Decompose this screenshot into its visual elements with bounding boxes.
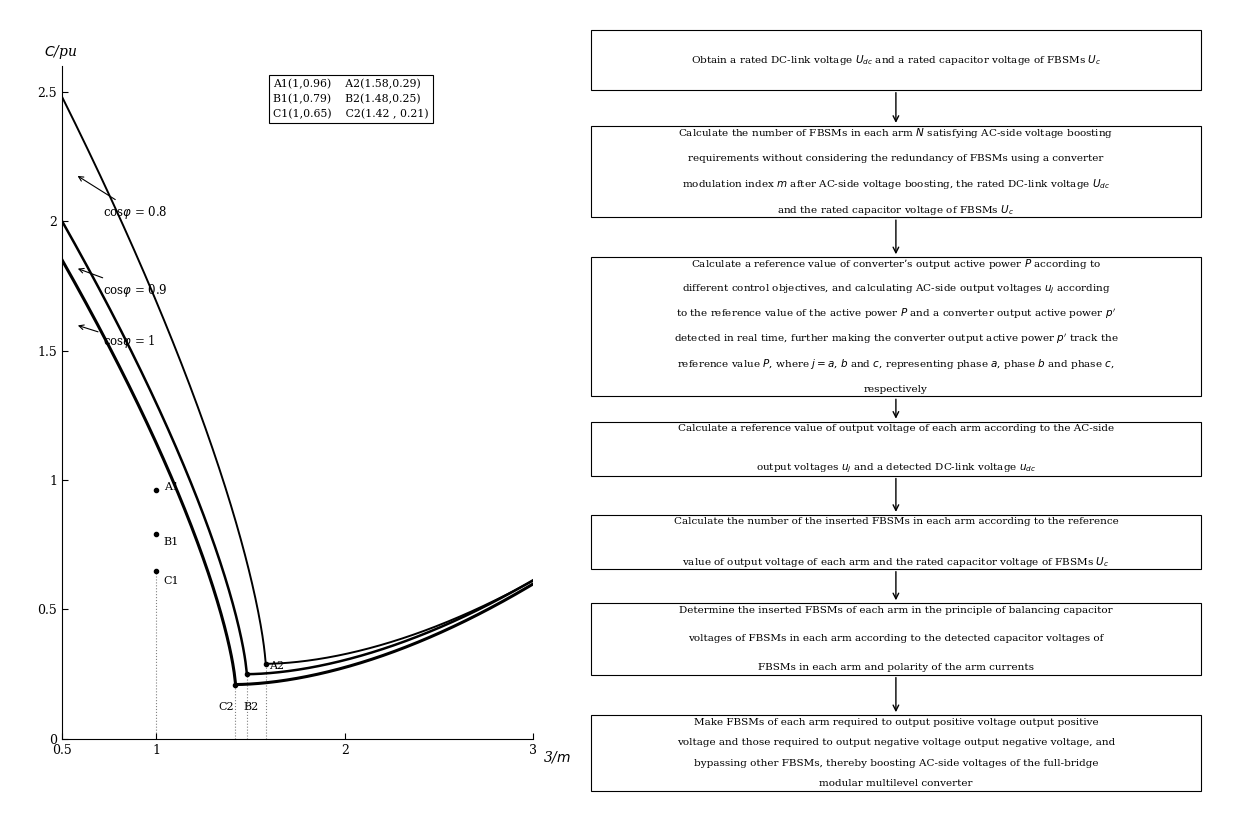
Text: A1(1,0.96)    A2(1.58,0.29)
B1(1,0.79)    B2(1.48,0.25)
C1(1,0.65)    C2(1.42 , : A1(1,0.96) A2(1.58,0.29) B1(1,0.79) B2(1…	[273, 79, 429, 120]
Text: bypassing other FBSMs, thereby boosting AC-side voltages of the full-bridge: bypassing other FBSMs, thereby boosting …	[693, 759, 1099, 768]
Text: FBSMs in each arm and polarity of the arm currents: FBSMs in each arm and polarity of the ar…	[758, 663, 1034, 672]
Text: B1: B1	[164, 537, 179, 547]
FancyBboxPatch shape	[590, 603, 1202, 675]
Text: A2: A2	[269, 661, 284, 671]
Text: detected in real time, further making the converter output active power $p'$ tra: detected in real time, further making th…	[673, 332, 1118, 346]
Text: different control objectives, and calculating AC-side output voltages $u_j$ acco: different control objectives, and calcul…	[682, 282, 1110, 296]
Text: Calculate the number of the inserted FBSMs in each arm according to the referenc: Calculate the number of the inserted FBS…	[673, 517, 1118, 526]
FancyBboxPatch shape	[590, 257, 1202, 397]
Text: Obtain a rated DC-link voltage $U_{dc}$ and a rated capacitor voltage of FBSMs $: Obtain a rated DC-link voltage $U_{dc}$ …	[691, 53, 1101, 67]
Text: 3/$m$: 3/$m$	[543, 750, 570, 765]
Text: Make FBSMs of each arm required to output positive voltage output positive: Make FBSMs of each arm required to outpu…	[693, 718, 1099, 727]
Text: to the reference value of the active power $P$ and a converter output active pow: to the reference value of the active pow…	[676, 307, 1116, 322]
Text: modular multilevel converter: modular multilevel converter	[820, 779, 972, 788]
FancyBboxPatch shape	[590, 515, 1202, 569]
Text: Calculate the number of FBSMs in each arm $N$ satisfying AC-side voltage boostin: Calculate the number of FBSMs in each ar…	[678, 126, 1114, 140]
Text: Determine the inserted FBSMs of each arm in the principle of balancing capacitor: Determine the inserted FBSMs of each arm…	[680, 606, 1112, 615]
Text: cos$\varphi$ = 1: cos$\varphi$ = 1	[79, 325, 156, 351]
Text: output voltages $u_j$ and a detected DC-link voltage $u_{dc}$: output voltages $u_j$ and a detected DC-…	[755, 461, 1037, 475]
Text: A1: A1	[164, 482, 179, 493]
Text: requirements without considering the redundancy of FBSMs using a converter: requirements without considering the red…	[688, 154, 1104, 163]
Text: $C$/pu: $C$/pu	[45, 43, 78, 61]
Text: Calculate a reference value of output voltage of each arm according to the AC-si: Calculate a reference value of output vo…	[678, 424, 1114, 433]
Text: voltage and those required to output negative voltage output negative voltage, a: voltage and those required to output neg…	[677, 738, 1115, 747]
FancyBboxPatch shape	[590, 421, 1202, 475]
Text: C2: C2	[218, 703, 234, 713]
Text: cos$\varphi$ = 0.9: cos$\varphi$ = 0.9	[79, 268, 169, 299]
Text: cos$\varphi$ = 0.8: cos$\varphi$ = 0.8	[78, 177, 167, 221]
FancyBboxPatch shape	[590, 126, 1202, 218]
Text: reference value $P$, where $j = a$, $b$ and $c$, representing phase $a$, phase $: reference value $P$, where $j = a$, $b$ …	[677, 357, 1115, 371]
FancyBboxPatch shape	[590, 715, 1202, 791]
Text: C1: C1	[164, 576, 180, 585]
Text: respectively: respectively	[864, 385, 928, 394]
Text: voltages of FBSMs in each arm according to the detected capacitor voltages of: voltages of FBSMs in each arm according …	[688, 635, 1104, 644]
Text: modulation index $m$ after AC-side voltage boosting, the rated DC-link voltage $: modulation index $m$ after AC-side volta…	[682, 177, 1110, 191]
Text: Calculate a reference value of converter’s output active power $P$ according to: Calculate a reference value of converter…	[691, 257, 1101, 271]
Text: and the rated capacitor voltage of FBSMs $U_c$: and the rated capacitor voltage of FBSMs…	[777, 203, 1014, 217]
FancyBboxPatch shape	[590, 30, 1202, 89]
Text: B2: B2	[243, 703, 258, 713]
Text: value of output voltage of each arm and the rated capacitor voltage of FBSMs $U_: value of output voltage of each arm and …	[682, 555, 1110, 569]
